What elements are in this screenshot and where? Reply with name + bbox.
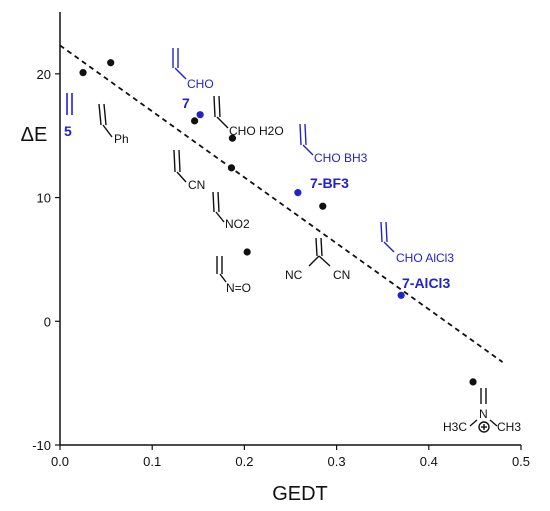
label-n-plus: N bbox=[479, 407, 488, 421]
structure-acrolein-alcl3 bbox=[380, 221, 395, 253]
label-cho-bh3: CHO BH3 bbox=[314, 151, 368, 165]
structure-nitroethylene bbox=[212, 191, 225, 223]
label-n-o: N=O bbox=[226, 281, 251, 295]
structure-iminium bbox=[469, 388, 498, 433]
x-tick-label: 0.4 bbox=[420, 454, 438, 469]
structure-styrene bbox=[98, 103, 113, 138]
structure-acrolein-7 bbox=[172, 48, 187, 80]
data-points bbox=[79, 59, 477, 386]
data-point-black bbox=[227, 164, 236, 172]
label-ph: Ph bbox=[114, 132, 129, 146]
label-nc: NC bbox=[285, 268, 303, 282]
data-point-black bbox=[79, 69, 87, 77]
data-point-black bbox=[191, 117, 199, 125]
label-cho-7: CHO bbox=[187, 77, 214, 91]
label-7: 7 bbox=[182, 95, 190, 111]
y-tick-label: 10 bbox=[37, 191, 51, 206]
data-point-black bbox=[469, 378, 477, 386]
structure-nitrosoethylene bbox=[216, 256, 227, 283]
x-axis-title: GEDT bbox=[272, 483, 328, 505]
data-point-black bbox=[243, 248, 251, 256]
trend-line bbox=[59, 44, 504, 363]
x-tick-label: 0.2 bbox=[235, 454, 253, 469]
label-ch3: CH3 bbox=[497, 420, 521, 434]
label-cho-h2o: CHO H2O bbox=[229, 124, 284, 138]
chart-ticks: 0.0 0.1 0.2 0.3 0.4 0.5 -10 0 10 20 bbox=[32, 67, 530, 469]
label-7-bf3: 7-BF3 bbox=[310, 175, 349, 191]
data-point-blue bbox=[294, 189, 302, 197]
x-tick-label: 0.1 bbox=[143, 454, 161, 469]
data-point-blue bbox=[196, 111, 204, 119]
y-tick-label: -10 bbox=[32, 438, 51, 453]
y-tick-label: 0 bbox=[44, 314, 51, 329]
label-no2: NO2 bbox=[225, 217, 250, 231]
data-point-black bbox=[319, 202, 327, 210]
structure-acrolein-h2o bbox=[213, 95, 229, 129]
label-cn: CN bbox=[188, 178, 205, 192]
chart-axes bbox=[59, 12, 521, 446]
data-point-black bbox=[107, 59, 115, 67]
y-axis-title: ΔE bbox=[21, 124, 48, 146]
structure-acrylonitrile bbox=[173, 149, 187, 183]
x-tick-label: 0.3 bbox=[328, 454, 346, 469]
y-tick-label: 20 bbox=[37, 67, 51, 82]
label-7-alcl3: 7-AlCl3 bbox=[402, 275, 450, 291]
label-cn-tcne: CN bbox=[333, 268, 350, 282]
x-tick-label: 0.0 bbox=[51, 454, 69, 469]
label-cho-alcl3: CHO AlCl3 bbox=[396, 251, 454, 265]
label-5: 5 bbox=[64, 123, 72, 139]
structure-tetracyanoethylene bbox=[308, 237, 331, 267]
label-h3c: H3C bbox=[443, 420, 467, 434]
structure-acrolein-bh3 bbox=[299, 123, 314, 156]
data-point-blue bbox=[397, 291, 405, 299]
x-tick-label: 0.5 bbox=[512, 454, 530, 469]
structure-ethylene-5 bbox=[66, 93, 73, 115]
data-point-black bbox=[228, 134, 237, 142]
